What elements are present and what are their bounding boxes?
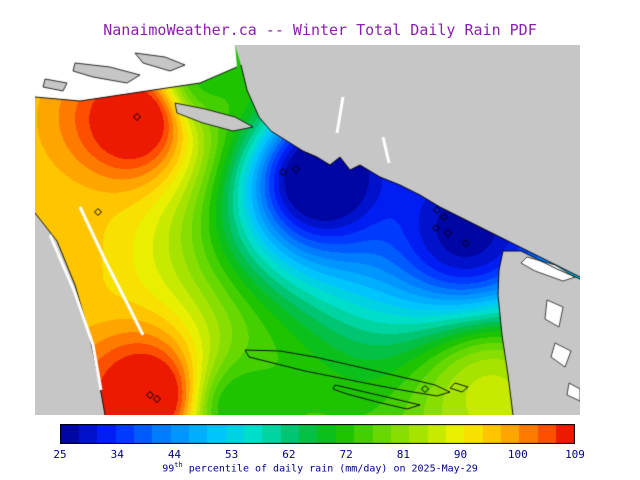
colorbar-tick-label: 62 (282, 448, 296, 461)
colorbar-tick-label: 100 (507, 448, 528, 461)
caption-number: 99 (162, 463, 175, 475)
colorbar-tick-label: 72 (339, 448, 353, 461)
caption-ordinal-sup: th (174, 461, 183, 469)
colorbar-tick-labels: 25 34 44 53 62 72 81 90 100 109 (53, 448, 585, 462)
caption-text: percentile of daily rain (mm/day) on 202… (182, 463, 478, 475)
colorbar (60, 424, 575, 444)
colorbar-tick-label: 53 (225, 448, 239, 461)
colorbar-tick-label: 34 (110, 448, 124, 461)
colorbar-tick-label: 25 (53, 448, 67, 461)
page-title: NanaimoWeather.ca -- Winter Total Daily … (103, 21, 537, 39)
rain-contour-map (35, 45, 580, 415)
colorbar-tick-label: 90 (453, 448, 468, 461)
colorbar-tick-label: 44 (167, 448, 182, 461)
colorbar-tick-label: 109 (565, 448, 585, 461)
colorbar-caption: 99th percentile of daily rain (mm/day) o… (0, 461, 640, 474)
colorbar-tick-label: 81 (396, 448, 410, 461)
